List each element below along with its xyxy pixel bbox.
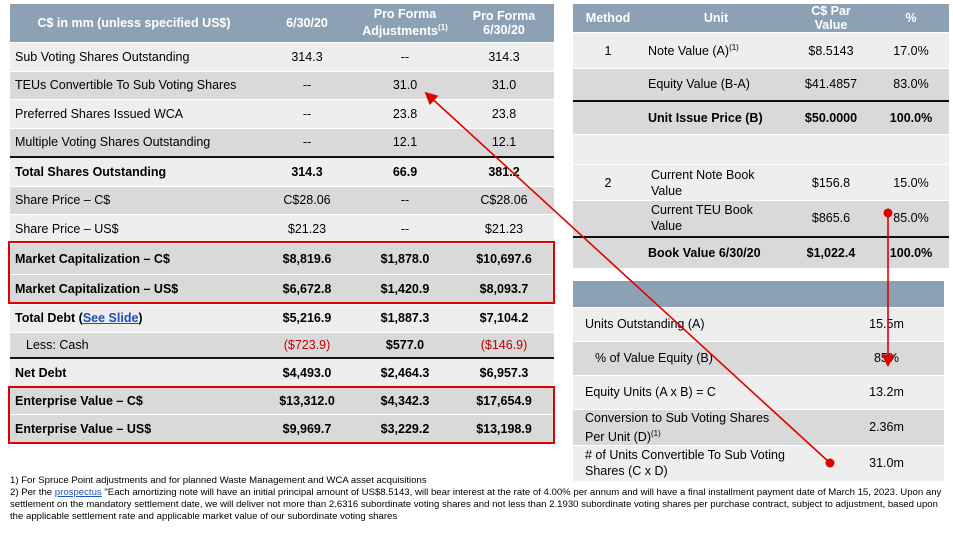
col-header-label: C$ in mm (unless specified US$) [10,4,258,43]
prospectus-link[interactable]: prospectus [54,487,102,498]
arrow-equity-dot [883,208,893,218]
table-row: Equity Value (B-A) $41.4857 83.0% [573,68,949,101]
share-count-table: C$ in mm (unless specified US$) 6/30/20 … [10,4,554,444]
col-header-pro-forma: Pro Forma 6/30/20 [454,4,554,43]
col-header-pct: % [873,4,949,33]
table-row: Preferred Shares Issued WCA -- 23.8 23.8 [10,99,554,129]
table-row: 2 Current Note Book Value $156.8 15.0% [573,164,949,201]
table-row: 1 Note Value (A)(1) $8.5143 17.0% [573,32,949,69]
arrow-teu-dot [825,458,835,468]
table-row: Conversion to Sub Voting Shares Per Unit… [573,409,944,446]
table-row: Sub Voting Shares Outstanding 314.3 -- 3… [10,42,554,72]
method-table: Method Unit C$ Par Value % 1 Note Value … [573,4,949,269]
table-row: Share Price – US$ $21.23 -- $21.23 [10,214,554,244]
footnotes: 1) For Spruce Point adjustments and for … [10,475,945,523]
table-row: Equity Units (A x B) = C 13.2m [573,375,944,410]
see-slide-link[interactable]: See Slide [82,311,139,325]
unit-conversion-table: Units Outstanding (A) 15.5m % of Value E… [573,281,944,482]
table-row: Market Capitalization – US$ $6,672.8 $1,… [10,274,554,305]
col-header-method: Method [573,4,643,33]
col-header-par-value: C$ Par Value [789,4,873,33]
table-row: TEUs Convertible To Sub Voting Shares --… [10,71,554,100]
col-header-unit: Unit [643,4,789,33]
col-header-blank-2 [794,281,944,308]
table-row: Share Price – C$ C$28.06 -- C$28.06 [10,186,554,215]
table-row: Market Capitalization – C$ $8,819.6 $1,8… [10,243,554,275]
table-row-total: Total Shares Outstanding 314.3 66.9 381.… [10,156,554,187]
table-row: Enterprise Value – C$ $13,312.0 $4,342.3… [10,387,554,415]
table-row: Less: Cash ($723.9) $577.0 ($146.9) [10,332,554,359]
table-row: Current TEU Book Value $865.6 85.0% [573,200,949,237]
col-header-blank-1 [573,281,794,308]
footnote-2: 2) Per the prospectus "Each amortizing n… [10,487,942,522]
table-row: Enterprise Value – US$ $9,969.7 $3,229.2… [10,414,554,444]
col-header-6-30-20: 6/30/20 [258,4,356,43]
table-row-total: Unit Issue Price (B) $50.0000 100.0% [573,99,949,135]
col-header-adjustments: Pro Forma Adjustments(1) [356,4,454,43]
table-row-spacer [573,134,949,165]
table-row: Total Debt (See Slide) $5,216.9 $1,887.3… [10,304,554,333]
table-row: # of Units Convertible To Sub Voting Sha… [573,445,944,482]
arrow-teu-to-units [424,91,831,464]
footnote-1: 1) For Spruce Point adjustments and for … [10,475,427,486]
table-row: Multiple Voting Shares Outstanding -- 12… [10,128,554,158]
table-row: Units Outstanding (A) 15.5m [573,307,944,342]
table-row-total: Book Value 6/30/20 $1,022.4 100.0% [573,235,949,269]
